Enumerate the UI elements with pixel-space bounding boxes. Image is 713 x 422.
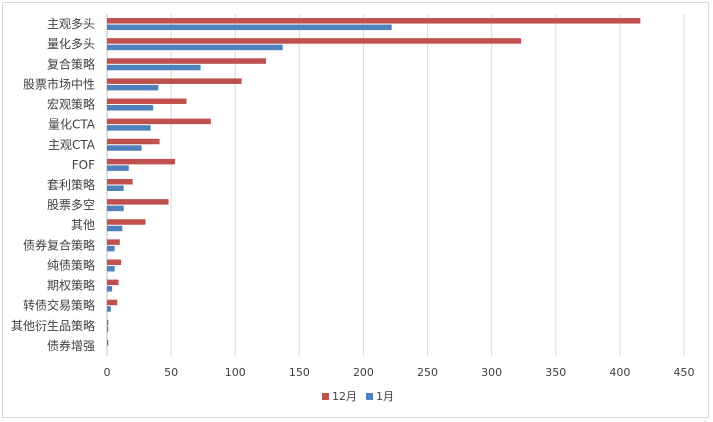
gridlines <box>106 14 685 356</box>
category-label: 纯债策略 <box>47 257 95 272</box>
bar-jan <box>107 64 201 71</box>
category-label: 主观CTA <box>48 138 96 152</box>
category-label: FOF <box>72 158 95 172</box>
category-label: 股票市场中性 <box>23 76 95 91</box>
bar-dec <box>107 179 133 185</box>
bar-dec <box>107 38 522 44</box>
bar-jan <box>107 125 151 131</box>
bar-dec <box>107 339 109 346</box>
bar-jan <box>107 205 124 212</box>
category-label: 期权策略 <box>47 278 95 293</box>
legend: 12月 1月 <box>322 390 394 403</box>
category-label: 套利策略 <box>47 177 95 192</box>
legend-label: 12月 <box>332 390 357 403</box>
x-tick-label: 50 <box>164 366 178 379</box>
x-tick-label: 200 <box>353 366 374 379</box>
bar-dec <box>107 58 266 64</box>
category-label: 债券复合策略 <box>23 237 95 252</box>
bar-jan <box>107 225 123 232</box>
bar-jan <box>107 165 129 171</box>
bar-dec <box>107 259 122 265</box>
bar-dec <box>107 299 118 306</box>
bar-dec <box>107 219 146 225</box>
bars <box>107 18 641 346</box>
category-label: 转债交易策略 <box>23 298 95 313</box>
bar-dec <box>107 158 175 165</box>
bar-jan <box>107 105 154 111</box>
bar-jan <box>107 84 159 91</box>
bar-dec <box>107 78 242 84</box>
bar-dec <box>107 138 160 145</box>
category-label: 债券增强 <box>47 338 95 353</box>
x-tick-label: 250 <box>417 366 438 379</box>
bar-jan <box>107 44 283 51</box>
category-label: 其他衍生品策略 <box>11 318 95 333</box>
x-tick-label: 100 <box>225 366 246 379</box>
category-label: 股票多空 <box>47 198 95 212</box>
category-label: 其他 <box>71 218 95 232</box>
category-label: 复合策略 <box>47 56 95 71</box>
bar-jan <box>107 24 392 31</box>
bar-jan <box>107 265 115 272</box>
category-label: 量化多头 <box>47 37 95 51</box>
x-tick-label: 450 <box>674 366 695 379</box>
legend-label: 1月 <box>376 390 394 403</box>
legend-swatch <box>366 393 373 400</box>
bar-dec <box>107 239 120 245</box>
bar-dec <box>107 279 119 286</box>
x-tick-label: 150 <box>289 366 310 379</box>
bar-dec <box>107 199 169 205</box>
category-label: 主观多头 <box>47 17 95 31</box>
bar-jan <box>107 185 124 191</box>
x-tick-labels: 0 50 100 150 200 250 300 350 400 450 <box>104 366 695 379</box>
category-label: 量化CTA <box>48 118 96 132</box>
x-tick-label: 0 <box>104 366 111 379</box>
bar-dec <box>107 118 211 125</box>
bar-jan <box>107 286 113 292</box>
x-tick-label: 400 <box>609 366 630 379</box>
x-tick-label: 300 <box>481 366 502 379</box>
x-tick-label: 350 <box>545 366 566 379</box>
bar-dec <box>107 98 187 105</box>
bar-jan <box>107 245 115 252</box>
bar-dec <box>107 319 109 326</box>
bar-jan <box>107 326 109 332</box>
category-label: 宏观策略 <box>47 97 95 112</box>
bar-jan <box>107 145 142 151</box>
legend-swatch <box>322 393 329 400</box>
bar-jan <box>107 306 111 312</box>
bar-dec <box>107 18 641 24</box>
